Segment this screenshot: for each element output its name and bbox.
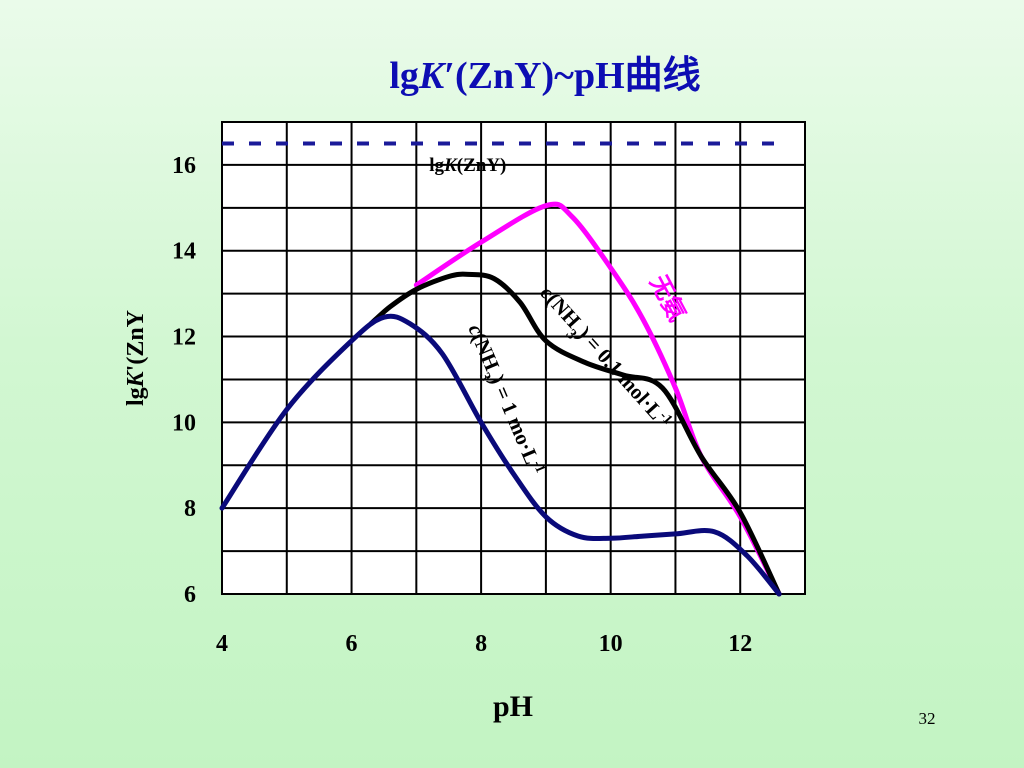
series-line-nh3_0_1 xyxy=(368,271,782,597)
y-tick-label: 6 xyxy=(184,582,196,608)
series-line-nh3_1 xyxy=(219,313,782,597)
slide-title: lgK′(ZnY)~pH曲线 xyxy=(389,55,700,97)
y-tick-label: 8 xyxy=(184,496,196,522)
series-lines xyxy=(219,201,782,597)
y-tick-label: 16 xyxy=(172,153,196,179)
y-tick-label: 12 xyxy=(172,325,196,351)
x-tick-label: 10 xyxy=(599,631,623,657)
plot-border xyxy=(221,121,806,595)
y-tick-label: 10 xyxy=(172,410,196,436)
title-suffix: (ZnY)~pH曲线 xyxy=(455,55,701,97)
x-tick-label: 8 xyxy=(475,631,487,657)
title-italic: K xyxy=(418,55,447,97)
x-axis-label: pH xyxy=(493,690,533,723)
x-tick-label: 4 xyxy=(216,631,228,657)
reference-line-label: lgK(ZnY) xyxy=(429,155,506,176)
page-number: 32 xyxy=(919,709,936,728)
y-tick-label: 14 xyxy=(172,239,196,265)
title-prime: ′ xyxy=(444,55,455,97)
y-axis-label: lgK'(ZnY xyxy=(123,310,149,406)
plot-area xyxy=(222,122,805,594)
grid xyxy=(222,122,805,594)
x-tick-label: 6 xyxy=(346,631,358,657)
title-prefix: lg xyxy=(389,55,419,97)
x-tick-label: 12 xyxy=(728,631,752,657)
